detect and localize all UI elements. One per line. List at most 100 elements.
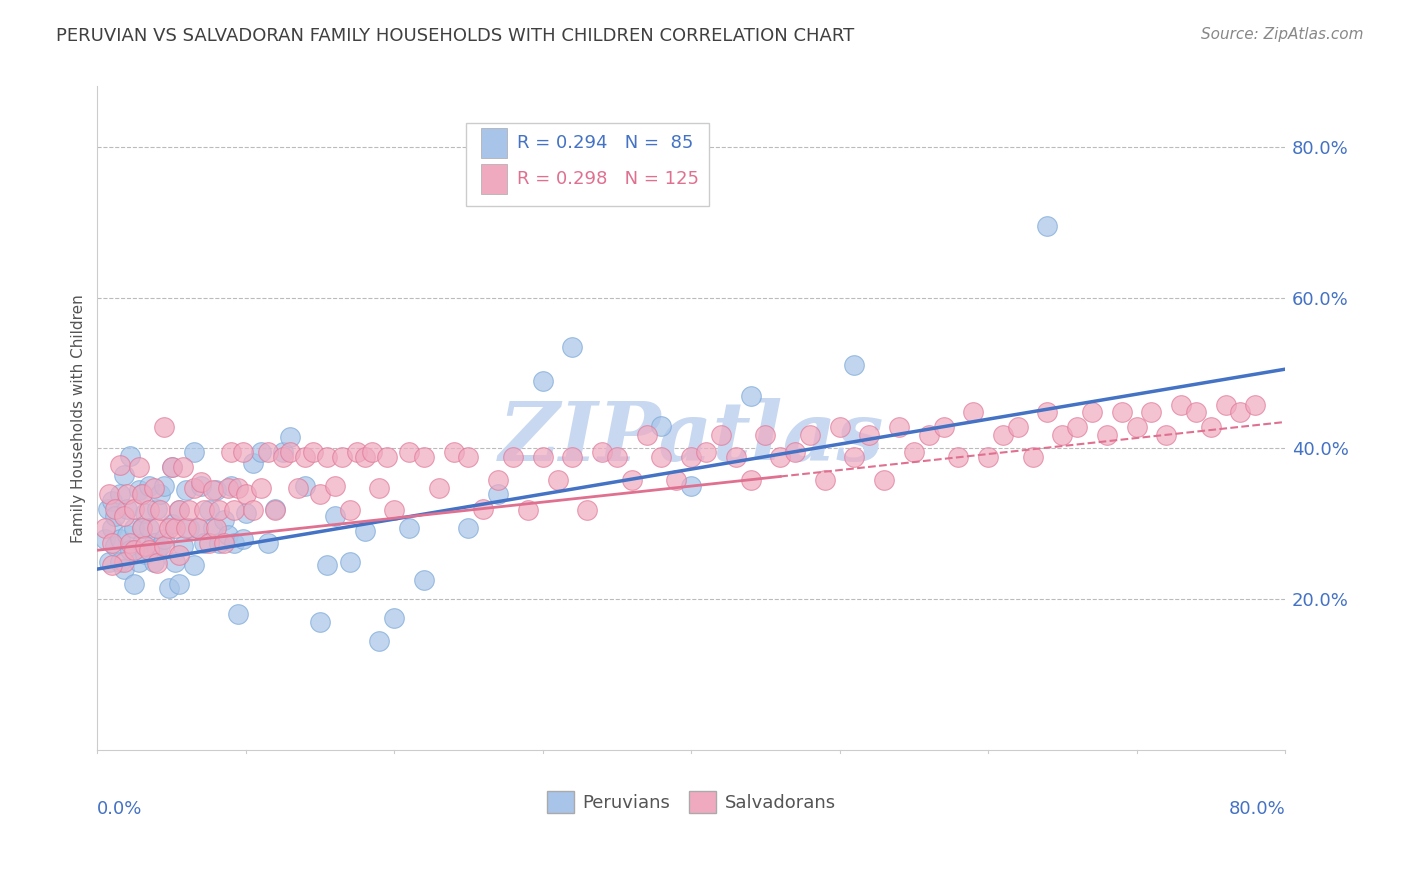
Text: 80.0%: 80.0% [1229,800,1285,818]
Point [316,558,339,573]
FancyBboxPatch shape [465,123,709,206]
Point [740,473,762,487]
Point [576,503,599,517]
Point [101,520,124,534]
Point [112,509,135,524]
Point [280,445,302,459]
Point [167,503,190,517]
Point [212,513,235,527]
Point [160,516,183,531]
Point [104,501,127,516]
Point [205,520,228,534]
Point [138,479,160,493]
Point [769,450,792,465]
Point [219,445,242,459]
Point [149,503,172,517]
Point [887,420,910,434]
Point [118,535,141,549]
Point [339,555,361,569]
Point [457,450,479,465]
Point [197,535,219,549]
Text: ZIPatlas: ZIPatlas [498,398,884,478]
Point [124,543,146,558]
Point [382,503,405,517]
Point [235,506,257,520]
Point [353,524,375,539]
Point [134,547,156,561]
Point [183,445,205,459]
FancyBboxPatch shape [481,164,508,194]
Point [112,562,135,576]
Point [149,540,172,554]
Point [128,460,150,475]
Point [163,555,186,569]
Point [202,520,225,534]
Point [309,486,332,500]
Point [264,501,287,516]
Point [1140,405,1163,419]
Point [413,450,436,465]
Point [1199,420,1222,434]
Point [361,445,384,459]
Point [650,450,672,465]
Point [187,520,209,534]
Point [280,430,302,444]
Point [531,450,554,465]
Point [257,445,280,459]
Point [108,458,131,472]
Point [1021,450,1043,465]
Point [131,520,153,534]
Point [157,520,180,534]
Point [172,460,194,475]
Point [903,445,925,459]
Point [118,543,141,558]
Point [131,520,153,534]
Point [115,486,138,500]
Point [531,374,554,388]
Point [486,486,509,500]
Point [222,503,245,517]
Point [1036,219,1059,233]
Point [636,427,658,442]
Point [294,479,316,493]
Point [124,577,146,591]
Point [124,520,146,534]
Point [271,445,294,459]
Point [217,528,239,542]
Point [382,611,405,625]
Point [249,445,271,459]
Point [375,450,398,465]
Point [918,427,941,442]
Point [98,555,121,569]
Point [724,450,747,465]
Point [101,558,124,573]
Point [606,450,628,465]
Point [413,574,436,588]
Point [179,520,201,534]
Point [118,449,141,463]
Point [858,427,880,442]
Point [264,503,287,517]
Point [873,473,896,487]
Point [115,501,138,516]
FancyBboxPatch shape [481,128,508,158]
Point [1081,405,1104,419]
Point [710,427,733,442]
Point [157,581,180,595]
Point [172,540,194,554]
Point [112,555,135,569]
Point [108,486,131,500]
Point [257,535,280,549]
Point [398,445,420,459]
Point [1007,420,1029,434]
Point [962,405,984,419]
Point [131,486,153,500]
Point [138,503,160,517]
Point [149,486,172,500]
Point [145,543,167,558]
Point [128,555,150,569]
Text: Source: ZipAtlas.com: Source: ZipAtlas.com [1201,27,1364,42]
Point [232,445,254,459]
Point [1125,420,1147,434]
Text: R = 0.298   N = 125: R = 0.298 N = 125 [516,169,699,188]
